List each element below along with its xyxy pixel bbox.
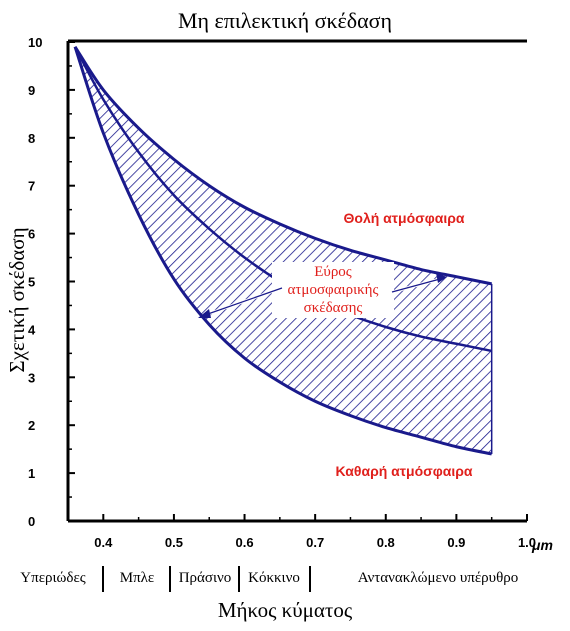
x-unit-label: μm: [531, 537, 553, 553]
region-blue: Μπλε: [120, 570, 154, 586]
haze-series-label: Θολή ατμόσφαιρα: [344, 210, 465, 226]
band-label-line-1: Εύρος: [314, 264, 352, 280]
y-tick-label: 0: [28, 514, 35, 529]
y-tick-label: 5: [28, 275, 35, 290]
clear-label: Καθαρή ατμόσφαιρα: [336, 463, 473, 479]
region-ultraviolet: Υπεριώδες: [20, 570, 85, 586]
y-tick-label: 10: [28, 35, 42, 50]
series-line-clear: [73, 46, 492, 456]
arrow-right-head: [436, 273, 447, 283]
haze-label: Θολή ατμόσφαιρα: [344, 210, 465, 226]
y-tick-label: 9: [28, 83, 35, 98]
axes-layer: 0 1 2 3 4 5 6 7 8 9 10 0.4 0.5 0.6 0.7 0.8 0.9 1.0: [28, 35, 536, 550]
y-tick-label: 1: [28, 466, 35, 481]
band-label-line-3: σκέδασης: [304, 300, 363, 316]
y-tick-label: 4: [28, 322, 36, 337]
band-annotation: Εύρος ατμοσφαιρικής σκέδασης: [198, 262, 447, 318]
x-tick-label: 0.9: [447, 535, 465, 550]
arrow-right-line: [391, 278, 441, 293]
y-tick-label: 2: [28, 418, 35, 433]
x-tick-label: 0.4: [94, 535, 113, 550]
series-line-haze: [73, 45, 492, 286]
y-tick-label: 6: [28, 227, 35, 242]
band-label-bg: [272, 262, 394, 318]
arrow-left-head: [198, 309, 211, 318]
x-tick-label: 0.5: [165, 535, 183, 550]
y-tick-label: 8: [28, 131, 35, 146]
spectrum-band: Υπεριώδες Μπλε Πράσινο Κόκκινο Αντανακλώ…: [20, 566, 518, 592]
x-tick-label: 0.7: [306, 535, 324, 550]
x-tick-label: 1.0: [518, 535, 536, 550]
y-axis-label: Σχετική σκέδαση: [5, 227, 29, 372]
x-tick-label: 0.8: [377, 535, 395, 550]
region-reflected-ir: Αντανακλώμενο υπέρυθρο: [358, 570, 519, 586]
clear-series-label: Καθαρή ατμόσφαιρα: [336, 463, 473, 479]
hatched-band: [75, 46, 492, 454]
region-green: Πράσινο: [179, 570, 232, 586]
band-label-line-2: ατμοσφαιρικής: [288, 282, 379, 298]
region-red: Κόκκινο: [248, 570, 300, 586]
x-axis-label: Μήκος κύματος: [218, 598, 353, 622]
y-tick-label: 3: [28, 370, 35, 385]
chart-title: Μη επιλεκτική σκέδαση: [178, 8, 392, 33]
x-tick-label: 0.6: [235, 535, 253, 550]
band-layer: [73, 45, 493, 456]
arrow-left-line: [204, 287, 283, 316]
y-tick-label: 7: [28, 179, 35, 194]
